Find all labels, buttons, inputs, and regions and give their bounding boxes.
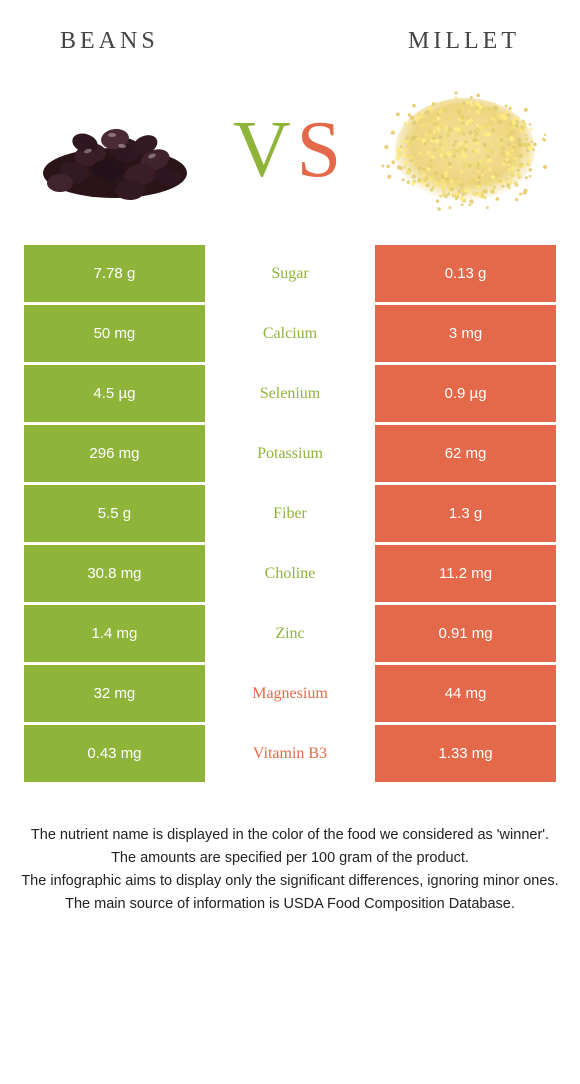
footnote-line: The infographic aims to display only the… — [20, 871, 560, 892]
vs-label: VS — [233, 105, 347, 196]
value-left: 5.5 g — [24, 485, 205, 545]
nutrient-label: Sugar — [205, 245, 375, 305]
nutrient-label: Calcium — [205, 305, 375, 365]
nutrient-label: Fiber — [205, 485, 375, 545]
value-right: 1.3 g — [375, 485, 556, 545]
value-left: 1.4 mg — [24, 605, 205, 665]
value-right: 3 mg — [375, 305, 556, 365]
nutrient-label: Choline — [205, 545, 375, 605]
nutrient-label: Selenium — [205, 365, 375, 425]
food-right-title: Millet — [408, 28, 520, 55]
value-left: 4.5 µg — [24, 365, 205, 425]
table-row: 7.78 gSugar0.13 g — [24, 245, 556, 305]
table-row: 1.4 mgZinc0.91 mg — [24, 605, 556, 665]
table-row: 30.8 mgCholine11.2 mg — [24, 545, 556, 605]
table-row: 50 mgCalcium3 mg — [24, 305, 556, 365]
value-left: 32 mg — [24, 665, 205, 725]
hero-row: VS — [0, 65, 580, 245]
table-row: 5.5 gFiber1.3 g — [24, 485, 556, 545]
table-row: 296 mgPotassium62 mg — [24, 425, 556, 485]
food-left-title: Beans — [60, 28, 159, 55]
footnote-line: The nutrient name is displayed in the co… — [20, 825, 560, 846]
nutrient-label: Magnesium — [205, 665, 375, 725]
millet-image — [380, 85, 550, 215]
value-right: 1.33 mg — [375, 725, 556, 785]
table-row: 4.5 µgSelenium0.9 µg — [24, 365, 556, 425]
vs-v: V — [233, 106, 297, 194]
table-row: 0.43 mgVitamin B31.33 mg — [24, 725, 556, 785]
value-left: 0.43 mg — [24, 725, 205, 785]
nutrient-label: Vitamin B3 — [205, 725, 375, 785]
nutrient-label: Potassium — [205, 425, 375, 485]
value-left: 296 mg — [24, 425, 205, 485]
vs-s: S — [297, 106, 348, 194]
value-right: 11.2 mg — [375, 545, 556, 605]
footnotes: The nutrient name is displayed in the co… — [0, 825, 580, 915]
nutrient-label: Zinc — [205, 605, 375, 665]
value-right: 0.9 µg — [375, 365, 556, 425]
value-right: 62 mg — [375, 425, 556, 485]
header: Beans Millet — [0, 0, 580, 65]
beans-image — [30, 85, 200, 215]
value-right: 0.13 g — [375, 245, 556, 305]
value-right: 0.91 mg — [375, 605, 556, 665]
table-row: 32 mgMagnesium44 mg — [24, 665, 556, 725]
comparison-table: 7.78 gSugar0.13 g50 mgCalcium3 mg4.5 µgS… — [24, 245, 556, 785]
footnote-line: The amounts are specified per 100 gram o… — [20, 848, 560, 869]
footnote-line: The main source of information is USDA F… — [20, 894, 560, 915]
value-left: 30.8 mg — [24, 545, 205, 605]
value-right: 44 mg — [375, 665, 556, 725]
value-left: 50 mg — [24, 305, 205, 365]
value-left: 7.78 g — [24, 245, 205, 305]
